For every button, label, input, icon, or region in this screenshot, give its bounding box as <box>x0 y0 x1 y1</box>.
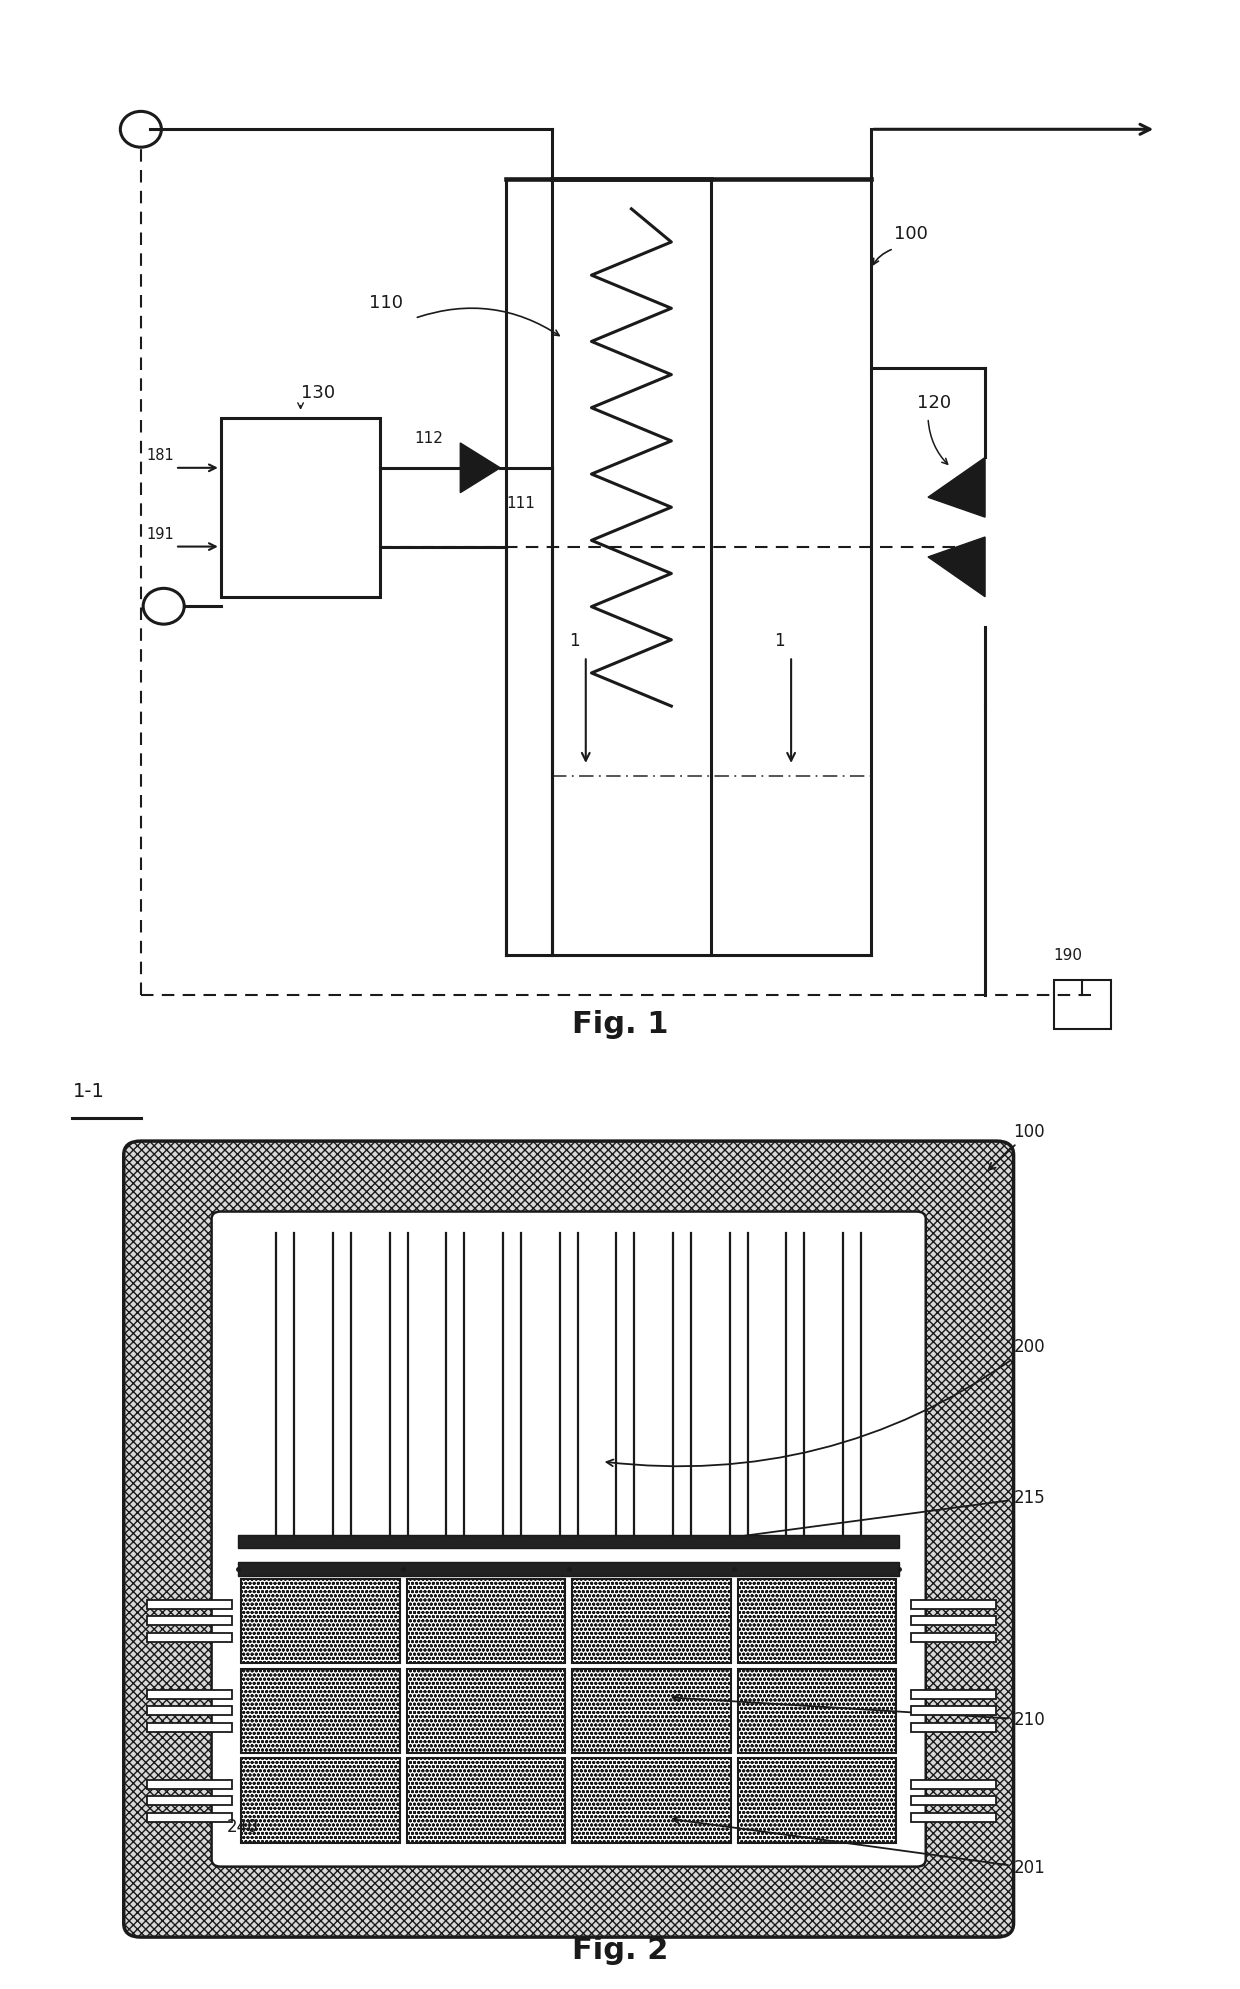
Bar <box>146 1722 232 1732</box>
Text: 100: 100 <box>894 225 928 243</box>
FancyBboxPatch shape <box>124 1142 1013 1937</box>
Bar <box>146 1633 232 1641</box>
Bar <box>407 1669 565 1752</box>
Text: Fig. 2: Fig. 2 <box>572 1935 668 1965</box>
Bar <box>911 1812 997 1822</box>
Bar <box>242 1758 399 1844</box>
Text: 100: 100 <box>988 1122 1045 1170</box>
Bar <box>146 1691 232 1699</box>
Bar <box>146 1812 232 1822</box>
FancyBboxPatch shape <box>212 1211 926 1866</box>
Text: 201: 201 <box>672 1816 1045 1878</box>
Text: 191: 191 <box>146 527 175 541</box>
Bar <box>146 1796 232 1806</box>
Bar <box>407 1758 565 1844</box>
Bar <box>911 1796 997 1806</box>
Bar <box>572 1758 730 1844</box>
Polygon shape <box>460 444 500 493</box>
Bar <box>572 1669 730 1752</box>
Text: 181: 181 <box>146 448 175 463</box>
Bar <box>242 1669 399 1752</box>
Text: 210: 210 <box>673 1695 1045 1728</box>
Text: 130: 130 <box>300 384 335 402</box>
Bar <box>407 1579 565 1663</box>
Text: 112: 112 <box>414 432 444 446</box>
Text: 1-1: 1-1 <box>72 1082 104 1100</box>
Bar <box>146 1617 232 1625</box>
Text: 215: 215 <box>706 1488 1045 1543</box>
Bar <box>911 1707 997 1715</box>
Text: Fig. 1: Fig. 1 <box>572 1010 668 1040</box>
Polygon shape <box>928 457 985 517</box>
Bar <box>911 1691 997 1699</box>
Text: 200: 200 <box>606 1339 1045 1466</box>
Bar <box>238 1561 899 1575</box>
Bar <box>1054 981 1111 1030</box>
Text: 1: 1 <box>569 633 579 650</box>
Text: 1: 1 <box>774 633 785 650</box>
Bar <box>911 1599 997 1609</box>
Text: 111: 111 <box>506 495 534 511</box>
Bar <box>911 1780 997 1788</box>
Text: 120: 120 <box>916 394 951 412</box>
Bar <box>242 1579 399 1663</box>
Bar <box>738 1579 897 1663</box>
Bar <box>738 1758 897 1844</box>
Text: 110: 110 <box>370 294 403 312</box>
Bar <box>911 1722 997 1732</box>
Bar <box>911 1633 997 1641</box>
Text: 240: 240 <box>227 1818 258 1836</box>
Polygon shape <box>928 537 985 597</box>
Bar <box>738 1669 897 1752</box>
Bar <box>572 1579 730 1663</box>
Bar <box>146 1599 232 1609</box>
Bar <box>146 1780 232 1788</box>
Bar <box>146 1707 232 1715</box>
Bar <box>221 418 381 597</box>
Bar <box>911 1617 997 1625</box>
Bar <box>238 1536 899 1547</box>
Text: 190: 190 <box>1054 947 1083 963</box>
